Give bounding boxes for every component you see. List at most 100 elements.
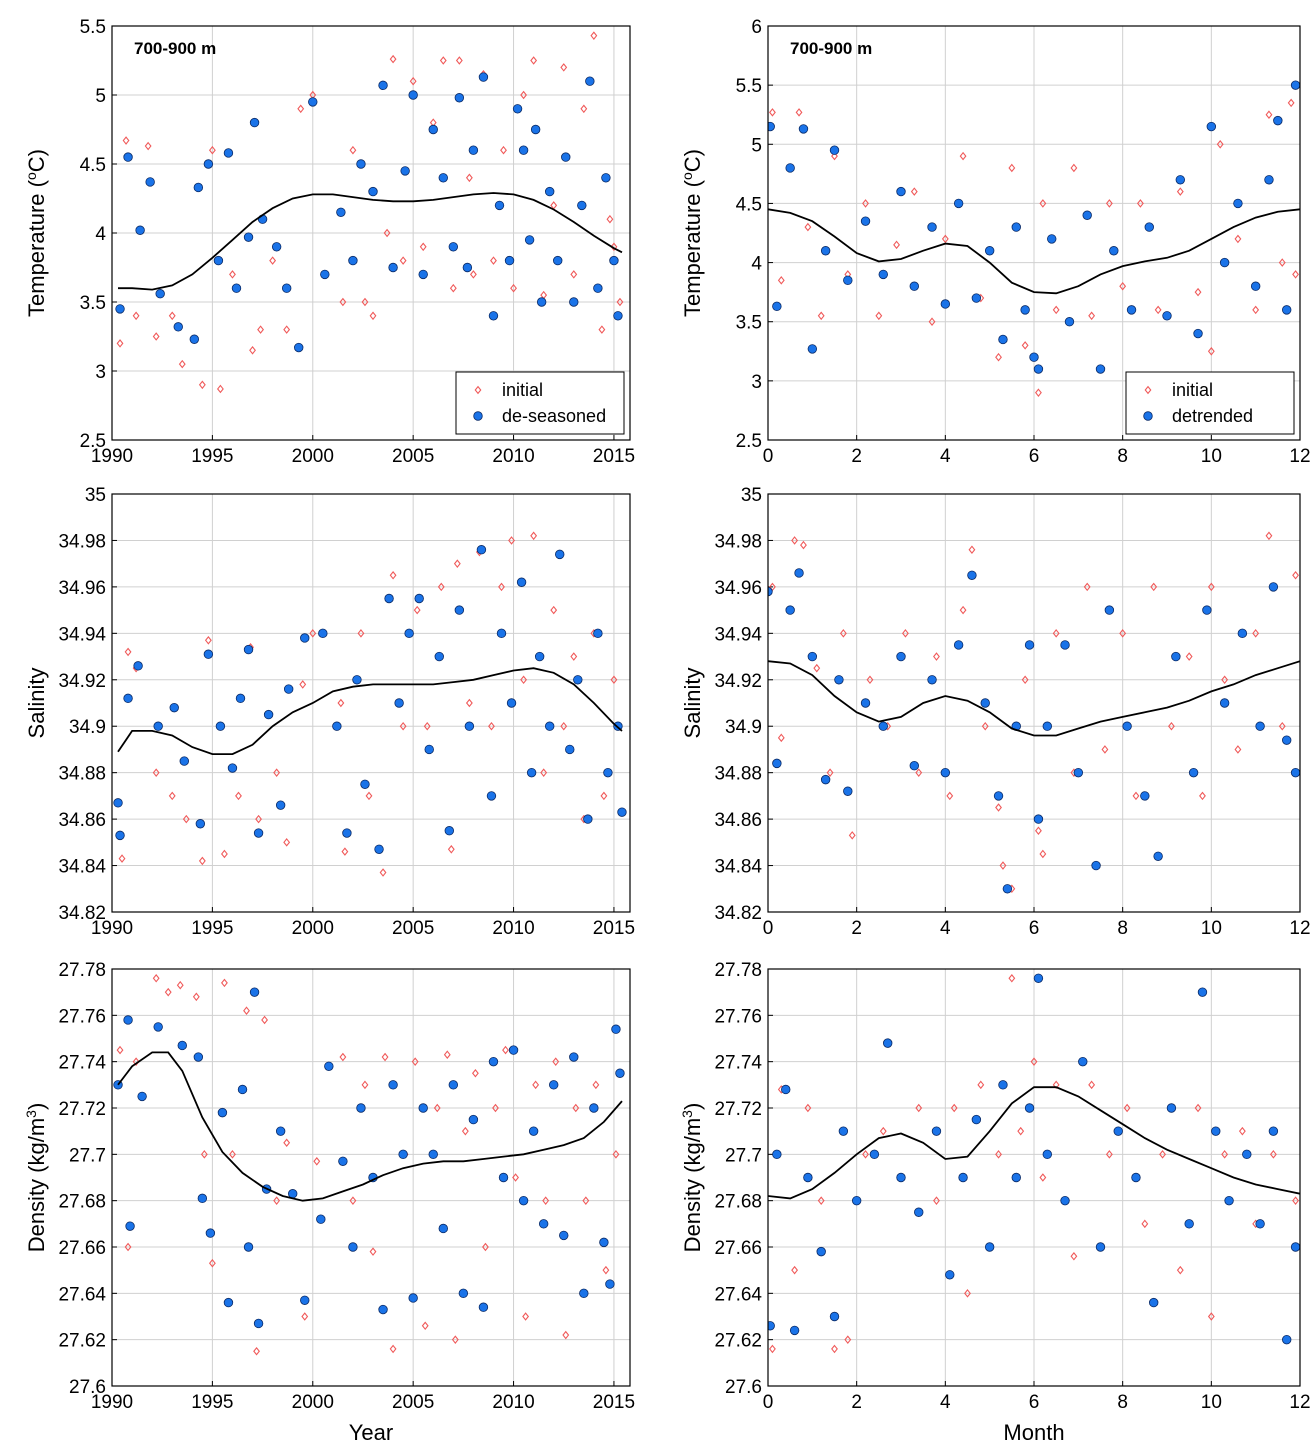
deseasoned-point	[478, 1302, 489, 1312]
deseasoned-point	[971, 1114, 982, 1125]
initial-point	[1123, 1103, 1131, 1113]
deseasoned-point	[388, 1080, 398, 1090]
initial-point	[1194, 1103, 1202, 1113]
deseasoned-point	[998, 1080, 1008, 1090]
deseasoned-point	[215, 721, 226, 731]
plot-area	[112, 494, 630, 912]
deseasoned-point	[408, 90, 418, 100]
deseasoned-point	[834, 675, 844, 685]
y-tick-label: 34.94	[58, 624, 106, 645]
initial-point	[562, 1330, 570, 1340]
initial-point	[560, 721, 568, 731]
initial-point	[862, 1150, 869, 1159]
deseasoned-point	[275, 800, 286, 810]
deseasoned-point	[851, 1195, 862, 1206]
deseasoned-point	[249, 987, 260, 997]
deseasoned-point	[1268, 1126, 1279, 1136]
deseasoned-point	[275, 1126, 286, 1136]
initial-point	[813, 663, 821, 673]
x-tick-label: 2015	[593, 918, 635, 939]
legend-box	[455, 371, 625, 435]
deseasoned-point	[1206, 121, 1217, 132]
initial-point	[879, 1126, 887, 1136]
y-tick-label: 34.84	[58, 857, 106, 878]
y-tick-label: 27.64	[714, 1284, 762, 1305]
deseasoned-point	[203, 159, 214, 169]
y-tick-label: 27.66	[58, 1238, 106, 1259]
deseasoned-point	[945, 1270, 955, 1280]
x-tick-label: 2	[851, 918, 862, 939]
y-tick-label: 5	[95, 86, 106, 107]
y-tick-label: 34.9	[725, 717, 762, 738]
deseasoned-point	[829, 145, 840, 155]
x-tick-label: 0	[763, 446, 774, 467]
initial-point	[1052, 305, 1060, 315]
x-tick-label: 1995	[191, 1392, 233, 1413]
deseasoned-point	[189, 334, 200, 344]
deseasoned-point	[1122, 721, 1132, 731]
initial-point	[255, 814, 262, 824]
smooth-fit-curve	[117, 1051, 623, 1202]
deseasoned-point	[179, 756, 189, 766]
plot-frame	[111, 25, 631, 441]
initial-point	[777, 733, 785, 743]
initial-point	[337, 698, 345, 708]
deseasoned-point	[476, 545, 487, 555]
deseasoned-point	[967, 570, 977, 580]
legend-initial-marker	[474, 385, 482, 395]
deseasoned-point	[561, 152, 571, 162]
deseasoned-point	[896, 186, 906, 197]
deseasoned-point	[1255, 1219, 1265, 1229]
deseasoned-point	[438, 1223, 448, 1234]
initial-point	[339, 1052, 347, 1062]
x-tick-label: 2010	[492, 446, 534, 467]
y-tick-label: 34.86	[58, 810, 106, 831]
initial-point	[176, 980, 184, 990]
deseasoned-point	[424, 744, 434, 755]
deseasoned-point	[1290, 80, 1300, 90]
deseasoned-point	[506, 698, 517, 708]
data-layer	[113, 531, 627, 877]
panel-density-vs-month: 0 2 4 6 8 10 12 27.6 27.62 27.64 27.66 27.68 27.7 27.…	[679, 960, 1311, 1445]
initial-point	[1008, 973, 1016, 983]
initial-point	[221, 978, 228, 988]
x-tick-label: 0	[763, 918, 774, 939]
initial-point	[301, 1312, 309, 1321]
initial-point	[500, 145, 507, 155]
initial-point	[447, 845, 455, 854]
initial-point	[1265, 531, 1273, 541]
initial-point	[933, 1196, 940, 1205]
deseasoned-point	[1211, 1126, 1221, 1136]
y-tick-label: 34.82	[58, 903, 106, 924]
initial-point	[471, 1068, 479, 1078]
initial-point	[1159, 1150, 1166, 1159]
initial-point	[959, 151, 967, 161]
initial-point	[1052, 629, 1060, 638]
deseasoned-point	[378, 1304, 388, 1315]
x-tick-label: 2010	[492, 1392, 534, 1413]
y-tick-label: 3	[95, 362, 106, 383]
initial-point	[502, 1045, 509, 1055]
initial-point	[490, 256, 497, 265]
initial-point	[1176, 1265, 1184, 1275]
deseasoned-point	[1109, 246, 1119, 256]
y-tick-label: 34.96	[714, 578, 762, 599]
deseasoned-point	[772, 758, 782, 769]
initial-point	[915, 768, 923, 777]
initial-point	[235, 791, 242, 801]
deseasoned-point	[1281, 735, 1292, 745]
panel-temperature-vs-month: 0 2 4 6 8 10 12 2.5 3 3.5 4 4.5 5 5.5 6 700-900 m Temper…	[679, 17, 1311, 467]
legend: initial de-seasoned	[455, 371, 625, 435]
x-tick-label: 10	[1201, 1392, 1222, 1413]
initial-point	[616, 297, 624, 307]
initial-point	[1252, 629, 1260, 638]
initial-point	[419, 242, 427, 252]
y-tick-label: 27.66	[714, 1238, 762, 1259]
deseasoned-point	[1024, 640, 1035, 650]
deseasoned-point	[953, 198, 964, 209]
panel-title: 700-900 m	[134, 39, 216, 58]
initial-point	[283, 1138, 291, 1148]
data-layer	[768, 531, 1300, 894]
initial-point	[144, 141, 152, 151]
y-tick-label: 4.5	[80, 155, 106, 176]
